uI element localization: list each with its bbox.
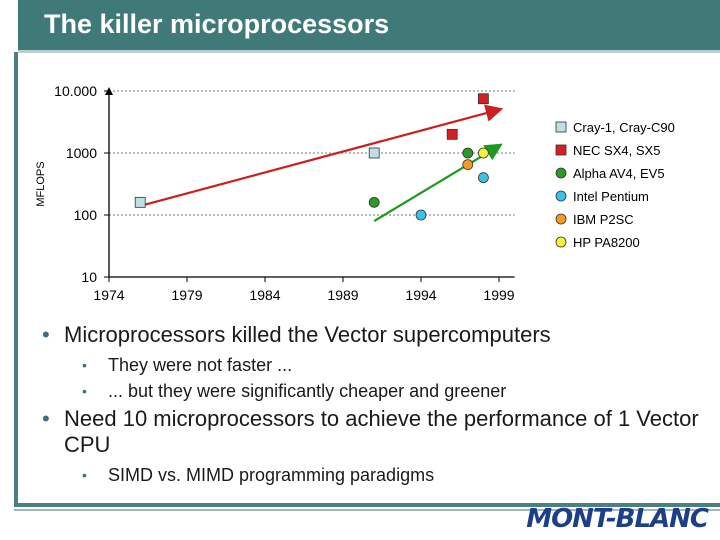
x-tick-label: 1989 (327, 287, 358, 303)
sub-bullet-dot-icon: • (82, 357, 87, 373)
bullet-list: • Microprocessors killed the Vector supe… (42, 322, 702, 490)
x-tick-label: 1979 (171, 287, 202, 303)
sub-bullet-item: • ... but they were significantly cheape… (42, 380, 702, 402)
legend-marker (555, 236, 567, 248)
legend-label: Intel Pentium (573, 189, 649, 204)
y-tick-label: 10.000 (54, 83, 97, 99)
legend-label: Cray-1, Cray-C90 (573, 120, 675, 135)
legend-marker (555, 121, 567, 133)
legend-label: HP PA8200 (573, 235, 640, 250)
left-rule (14, 52, 18, 504)
bullet-item: • Need 10 microprocessors to achieve the… (42, 406, 702, 458)
legend-marker (555, 167, 567, 179)
data-point (462, 159, 474, 170)
sub-bullet-text: ... but they were significantly cheaper … (108, 381, 507, 401)
data-point (368, 147, 380, 159)
y-tick-label: 100 (74, 207, 98, 223)
mflops-chart: 10 100 1000 10.000 1974 1979 1984 1989 1994 1999 M… (35, 83, 675, 303)
sub-bullet-text: They were not faster ... (108, 355, 293, 375)
x-tick-label: 1999 (483, 287, 514, 303)
data-point (477, 147, 489, 159)
bottom-rule (14, 503, 720, 507)
bullet-dot-icon: • (42, 322, 50, 347)
mont-blanc-logo: MONT-BLANC (526, 504, 709, 534)
data-point (477, 172, 489, 184)
trend-line (139, 104, 504, 208)
legend-label: NEC SX4, SX5 (573, 143, 660, 158)
y-tick-label: 10 (81, 269, 97, 285)
x-tick-label: 1974 (93, 287, 124, 303)
bullet-text: Need 10 microprocessors to achieve the p… (64, 406, 699, 457)
legend-marker (555, 213, 567, 225)
data-point (134, 196, 146, 208)
data-point (462, 147, 474, 159)
sub-bullet-dot-icon: • (82, 383, 87, 399)
sub-bullet-item: • They were not faster ... (42, 354, 702, 376)
x-tick-label: 1984 (249, 287, 280, 303)
sub-bullet-text: SIMD vs. MIMD programming paradigms (108, 465, 435, 485)
sub-bullet-dot-icon: • (82, 467, 87, 483)
legend-label: Alpha AV4, EV5 (573, 166, 665, 181)
legend-marker (555, 144, 567, 156)
x-tick-label: 1994 (405, 287, 436, 303)
legend-marker (555, 190, 567, 202)
legend-label: IBM P2SC (573, 212, 634, 227)
data-point (368, 196, 380, 208)
data-point (446, 128, 458, 140)
bullet-item: • Microprocessors killed the Vector supe… (42, 322, 702, 348)
bullet-dot-icon: • (42, 406, 50, 431)
slide-title: The killer microprocessors (44, 9, 390, 39)
title-bar: The killer microprocessors (18, 0, 720, 53)
data-point (415, 209, 427, 221)
data-point (477, 93, 489, 105)
y-axis-label: MFLOPS (35, 161, 47, 206)
bottom-rule-thin (14, 509, 720, 511)
sub-bullet-item: • SIMD vs. MIMD programming paradigms (42, 464, 702, 486)
y-tick-label: 1000 (66, 145, 97, 161)
bullet-text: Microprocessors killed the Vector superc… (64, 322, 551, 347)
trend-line (373, 143, 503, 222)
